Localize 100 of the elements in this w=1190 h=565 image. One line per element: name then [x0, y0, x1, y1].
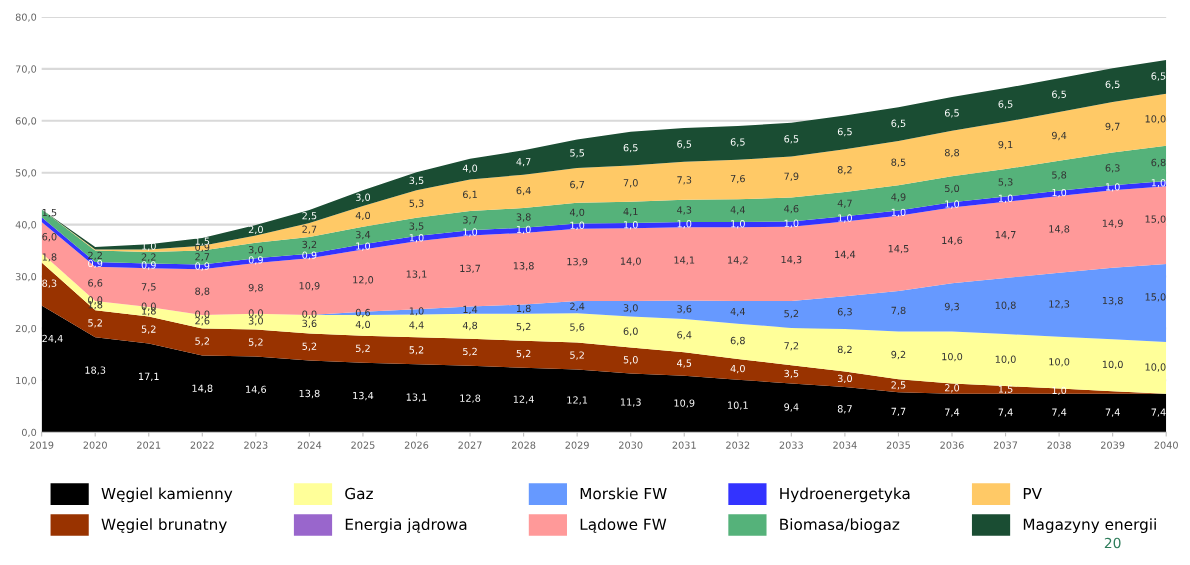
- x-tick-label: 2036: [940, 441, 964, 449]
- x-tick-label: 2023: [244, 441, 268, 449]
- data-label: 10,0: [1102, 360, 1123, 370]
- y-tick-label: 50,0: [15, 169, 37, 178]
- data-label: 14,7: [995, 231, 1016, 240]
- data-label: 4,0: [462, 164, 478, 173]
- data-label: 3,5: [409, 176, 424, 186]
- data-label: 2,7: [302, 225, 317, 234]
- data-label: 4,1: [623, 207, 638, 217]
- data-label: 7,4: [998, 408, 1013, 417]
- x-tick-label: 2025: [351, 441, 375, 449]
- data-label: 5,2: [355, 344, 370, 353]
- data-label: 6,8: [730, 336, 745, 346]
- data-label: 1,0: [1105, 183, 1120, 192]
- data-label: 14,2: [728, 256, 748, 265]
- data-label: 5,2: [195, 337, 210, 346]
- data-label: 1,0: [1052, 386, 1067, 396]
- data-label: 6,5: [944, 109, 959, 118]
- data-label: 5,2: [570, 351, 584, 360]
- data-label: 4,6: [784, 205, 799, 214]
- data-label: 6,5: [1105, 80, 1120, 90]
- data-label: 3,8: [516, 213, 531, 222]
- data-label: 9,4: [1051, 131, 1067, 141]
- data-label: 1,0: [463, 228, 478, 237]
- data-label: 12,8: [460, 394, 481, 403]
- data-label: 1,0: [624, 221, 638, 230]
- data-label: 1,0: [891, 208, 906, 217]
- data-label: 1,0: [1151, 179, 1166, 188]
- x-tick-label: 2031: [672, 441, 696, 449]
- data-label: 7,3: [677, 176, 692, 185]
- data-label: 14,8: [1049, 225, 1070, 234]
- data-label: 5,2: [516, 349, 531, 359]
- data-label: 0,0: [195, 310, 210, 319]
- legend-label: Gaz: [345, 487, 373, 500]
- data-label: 7,9: [784, 172, 799, 181]
- data-label: 4,8: [462, 321, 478, 331]
- data-label: 9,1: [998, 140, 1013, 150]
- legend-label: Węgiel brunatny: [101, 518, 227, 534]
- data-label: 14,0: [620, 257, 641, 266]
- x-tick-label: 2020: [83, 441, 107, 449]
- data-label: 6,5: [784, 135, 799, 144]
- data-label: 12,3: [1049, 300, 1070, 309]
- data-label: 18,3: [85, 366, 106, 375]
- x-tick-label: 2038: [1047, 441, 1071, 449]
- data-label: 8,5: [891, 158, 906, 167]
- y-tick-label: 0,0: [21, 428, 37, 438]
- data-label: 15,0: [1145, 293, 1166, 302]
- data-label: 0,0: [248, 309, 263, 318]
- data-label: 3,0: [837, 374, 852, 384]
- data-label: 14,5: [888, 245, 909, 254]
- data-label: 4,3: [676, 206, 692, 215]
- legend-label: Energia jądrowa: [345, 518, 467, 534]
- data-label: 9,4: [784, 403, 799, 412]
- data-label: 4,4: [730, 307, 745, 317]
- data-label: 3,0: [355, 193, 371, 202]
- data-label: 4,9: [891, 193, 906, 202]
- x-tick-label: 2035: [886, 441, 910, 449]
- data-label: 5,3: [998, 178, 1013, 187]
- data-label: 8,2: [837, 345, 852, 355]
- data-label: 4,4: [730, 206, 745, 215]
- data-label: 8,8: [944, 148, 960, 158]
- data-label: 9,2: [891, 350, 906, 360]
- data-label: 6,4: [677, 331, 692, 340]
- data-label: 2,7: [195, 253, 210, 262]
- legend-label: Węgiel kamienny: [101, 487, 233, 503]
- data-label: 1,8: [516, 304, 531, 314]
- data-label: 2,0: [248, 225, 263, 235]
- x-tick-label: 2034: [833, 441, 857, 449]
- data-label: 3,5: [409, 222, 424, 231]
- data-label: 1,0: [784, 219, 799, 228]
- data-label: 2,6: [195, 317, 210, 326]
- data-label: 14,3: [781, 255, 802, 265]
- x-tick-label: 2030: [619, 441, 643, 449]
- data-label: 24,4: [42, 334, 63, 344]
- data-label: 1,0: [570, 221, 585, 230]
- x-tick-label: 2022: [190, 441, 214, 449]
- y-tick-label: 60,0: [15, 117, 37, 126]
- data-label: 10,9: [299, 282, 320, 291]
- data-label: 1,0: [356, 242, 371, 251]
- data-label: 0,9: [195, 262, 210, 271]
- data-label: 3,0: [248, 246, 263, 255]
- data-label: 2,2: [88, 251, 102, 261]
- data-label: 6,5: [677, 140, 692, 149]
- data-label: 6,1: [463, 190, 477, 200]
- data-label: 3,0: [623, 304, 638, 313]
- data-label: 5,2: [463, 347, 477, 357]
- x-tick-label: 2024: [297, 441, 322, 449]
- legend-label: Biomasa/biogaz: [780, 518, 900, 534]
- data-label: 4,0: [730, 364, 745, 374]
- legend-label: PV: [1023, 487, 1042, 500]
- x-tick-label: 2037: [993, 441, 1018, 449]
- data-label: 6,5: [891, 119, 906, 128]
- data-label: 13,1: [406, 270, 427, 279]
- x-tick-label: 2021: [137, 441, 161, 449]
- data-label: 13,8: [299, 389, 320, 399]
- data-label: 13,9: [567, 257, 588, 267]
- data-label: 3,5: [784, 369, 799, 379]
- data-label: 5,2: [784, 309, 799, 319]
- x-tick-label: 2028: [511, 441, 536, 449]
- data-label: 0,9: [248, 256, 263, 265]
